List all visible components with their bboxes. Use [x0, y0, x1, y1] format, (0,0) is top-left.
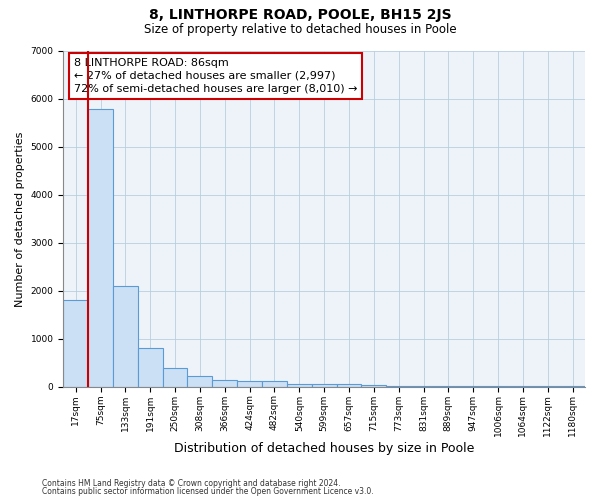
Bar — [113, 286, 138, 386]
Bar — [287, 384, 312, 386]
Bar — [212, 380, 237, 386]
Bar — [163, 368, 187, 386]
Text: Contains public sector information licensed under the Open Government Licence v3: Contains public sector information licen… — [42, 487, 374, 496]
Bar — [88, 108, 113, 386]
Bar — [63, 300, 88, 386]
Bar — [138, 348, 163, 387]
Text: 8, LINTHORPE ROAD, POOLE, BH15 2JS: 8, LINTHORPE ROAD, POOLE, BH15 2JS — [149, 8, 451, 22]
Text: Size of property relative to detached houses in Poole: Size of property relative to detached ho… — [143, 22, 457, 36]
Bar — [187, 376, 212, 386]
Bar — [312, 384, 337, 386]
Bar — [361, 385, 386, 386]
Y-axis label: Number of detached properties: Number of detached properties — [15, 131, 25, 306]
Text: 8 LINTHORPE ROAD: 86sqm
← 27% of detached houses are smaller (2,997)
72% of semi: 8 LINTHORPE ROAD: 86sqm ← 27% of detache… — [74, 58, 357, 94]
Bar — [237, 382, 262, 386]
Text: Contains HM Land Registry data © Crown copyright and database right 2024.: Contains HM Land Registry data © Crown c… — [42, 478, 341, 488]
Bar — [337, 384, 361, 386]
Bar — [262, 382, 287, 386]
X-axis label: Distribution of detached houses by size in Poole: Distribution of detached houses by size … — [174, 442, 475, 455]
